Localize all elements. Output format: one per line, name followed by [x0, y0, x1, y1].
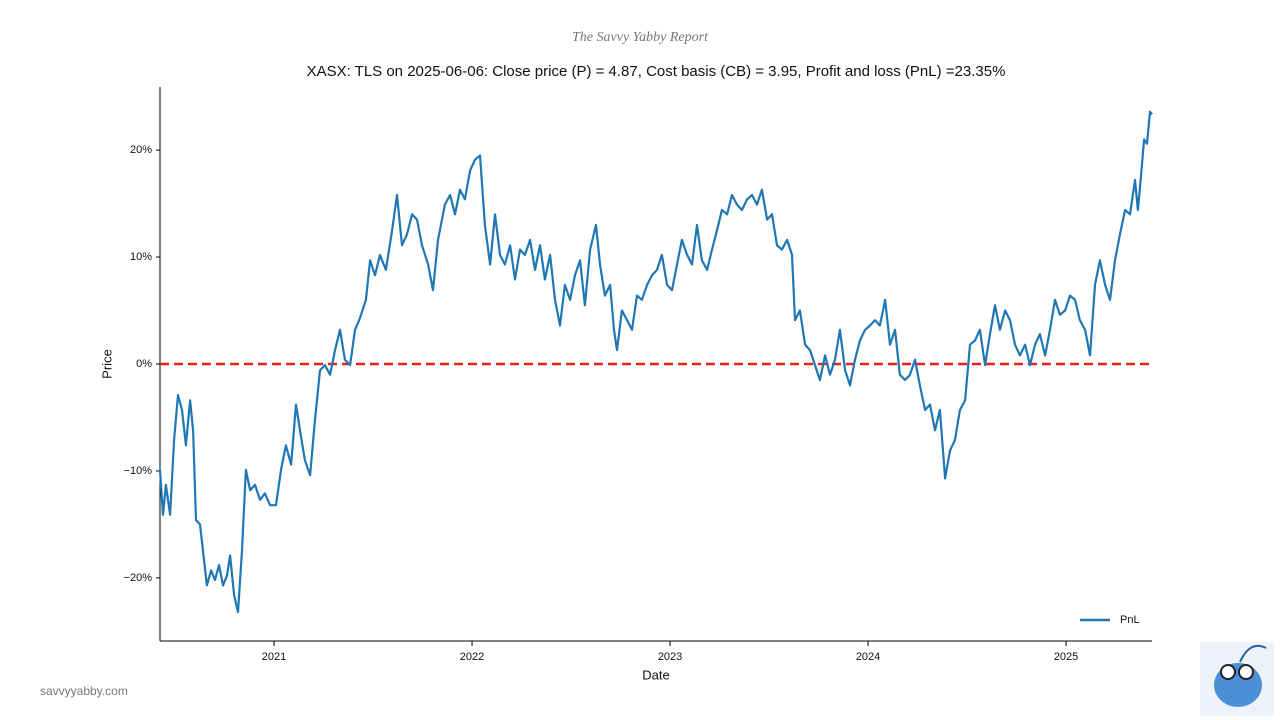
logo-eye	[1238, 664, 1254, 680]
x-tick-label: 2021	[262, 651, 286, 663]
logo-antenna	[1239, 644, 1267, 663]
header: The Savvy Yabby Report	[572, 30, 709, 45]
x-tick-label: 2025	[1054, 651, 1078, 663]
logo-eye	[1220, 664, 1236, 680]
x-tick-label: 2023	[658, 651, 682, 663]
y-tick-label: 10%	[130, 251, 152, 263]
x-axis-label: Date	[642, 667, 669, 682]
legend-label: PnL	[1120, 614, 1140, 626]
footer: savvyyabby.com	[40, 684, 128, 698]
x-tick-label: 2022	[460, 651, 484, 663]
chart-title: XASX: TLS on 2025-06-06: Close price (P)…	[307, 63, 1006, 80]
y-tick-label: −10%	[124, 465, 153, 477]
data-line	[158, 110, 1153, 614]
y-axis-label: Price	[99, 349, 114, 379]
y-tick-label: 0%	[136, 358, 152, 370]
logo	[1200, 642, 1274, 716]
x-tick-label: 2024	[856, 651, 880, 663]
y-tick-label: 20%	[130, 144, 152, 156]
y-tick-label: −20%	[124, 572, 153, 584]
